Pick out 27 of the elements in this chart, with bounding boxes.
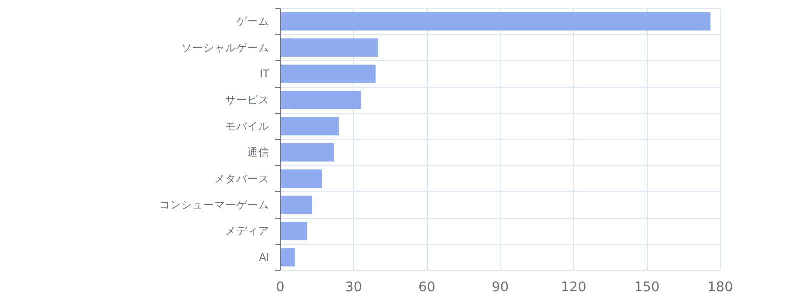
- bar: [280, 170, 322, 188]
- y-tick-label: サービス: [226, 94, 270, 107]
- bar: [280, 91, 362, 110]
- x-tick-label: 120: [561, 280, 587, 296]
- y-tick-label: モバイル: [226, 120, 270, 133]
- y-tick-label: メタバース: [214, 172, 270, 186]
- x-tick-label: 90: [492, 280, 509, 296]
- x-tick-label: 30: [345, 280, 362, 296]
- x-tick-label: 180: [708, 280, 734, 296]
- x-tick-label: 60: [418, 280, 436, 296]
- y-tick-label: ソーシャルゲーム: [182, 41, 270, 54]
- x-tick-label: 0: [276, 280, 285, 296]
- y-tick-label: メディア: [226, 224, 270, 238]
- y-tick-label: AI: [259, 250, 270, 264]
- y-tick-label: ゲーム: [236, 15, 270, 28]
- bar: [280, 12, 711, 31]
- x-tick-label: 150: [634, 280, 660, 296]
- y-tick-label: IT: [260, 68, 270, 80]
- bar: [280, 248, 296, 267]
- bar: [280, 143, 334, 162]
- bar: [280, 117, 340, 136]
- bar: [280, 64, 376, 84]
- bar: [280, 222, 308, 240]
- y-tick-label: 通信: [248, 146, 270, 160]
- bar: [280, 38, 378, 57]
- y-tick-label: コンシューマーゲーム: [160, 198, 270, 212]
- bar: [280, 196, 312, 214]
